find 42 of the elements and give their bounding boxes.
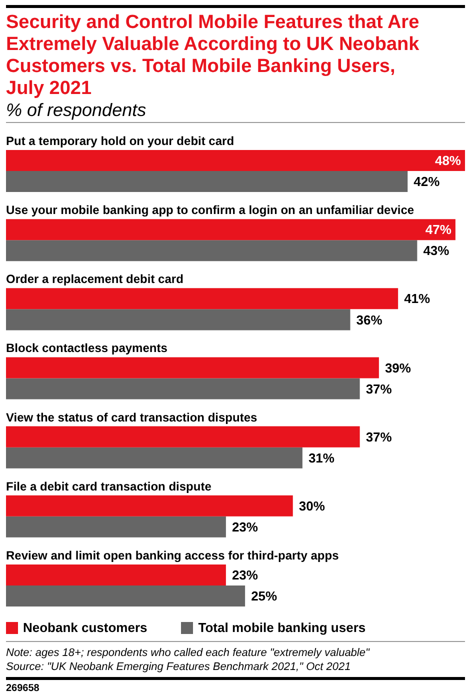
bar — [6, 564, 226, 586]
chart-subtitle: % of respondents — [6, 100, 148, 120]
bar — [6, 150, 465, 172]
data-label: 39% — [384, 360, 412, 376]
legend-label: Neobank customers — [23, 620, 148, 636]
bar — [6, 309, 350, 330]
y-tick-label: Use your mobile banking app to confirm a login on an unfamiliar device — [6, 203, 414, 218]
bar — [6, 378, 360, 400]
bar — [6, 288, 398, 310]
bar — [6, 426, 360, 448]
data-label: 25% — [251, 588, 278, 604]
y-tick-label: Put a temporary hold on your debit card — [6, 134, 234, 148]
y-tick-label: Block contactless payments — [6, 341, 168, 356]
data-label: 36% — [356, 312, 383, 328]
bar — [6, 447, 302, 468]
data-label: 41% — [404, 291, 431, 306]
data-label: 37% — [366, 381, 392, 396]
data-label: 30% — [298, 498, 326, 514]
data-label: 48% — [434, 153, 462, 168]
y-tick-label: File a debit card transaction dispute — [6, 479, 212, 494]
data-label: 42% — [414, 174, 440, 190]
data-label: 31% — [308, 450, 335, 466]
data-label: 23% — [232, 568, 258, 583]
text: Note: ages 18+; respondents who called each feature "extremely valuable" — [6, 646, 371, 660]
text: 269658 — [6, 683, 40, 692]
data-label: 43% — [423, 243, 450, 258]
bar — [6, 585, 246, 606]
bar — [6, 219, 456, 240]
data-label: 23% — [232, 519, 258, 534]
bar — [6, 171, 408, 192]
data-label: 37% — [366, 429, 392, 444]
y-tick-label: Review and limit open banking access for third-party apps — [6, 548, 340, 562]
y-tick-label: Order a replacement debit card — [6, 272, 184, 286]
source-note: Source: "UK Neobank Emerging Features Benchmark 2021," Oct 2021 — [6, 660, 352, 674]
data-label: 47% — [425, 222, 452, 238]
bar — [6, 495, 293, 516]
y-tick-label: View the status of card transaction disputes — [6, 410, 258, 424]
legend-label: Total mobile banking users — [198, 620, 366, 636]
bar — [6, 240, 418, 262]
chart-title: Security and Control Mobile Features that Are Extremely Valuable According to UK Neobank Customers vs. Total Mobile Banking Users, July 2021 — [6, 12, 420, 100]
bar — [6, 516, 226, 538]
bar — [6, 357, 379, 378]
